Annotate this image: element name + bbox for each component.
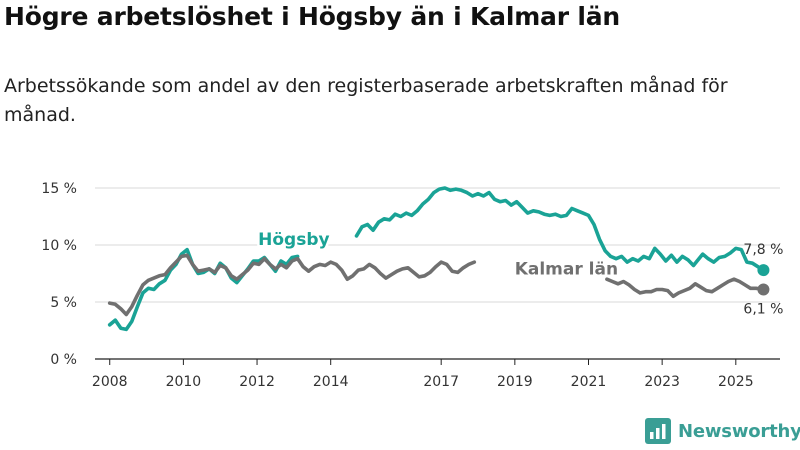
end-point-kalmar: [757, 283, 770, 296]
axis-layer: 0 % 5 % 10 % 15 % 2008 2010 2012 2014 2017 2019 20…: [41, 181, 780, 390]
series-line-kalmar: [605, 277, 766, 299]
chart-title: Högre arbetslöshet i Högsby än i Kalmar …: [4, 2, 620, 31]
x-tick-label: 2008: [92, 374, 128, 390]
grid-layer: [95, 187, 780, 303]
x-tick-label: 2017: [423, 374, 459, 390]
x-tick-label: 2014: [313, 374, 349, 390]
y-tick-label: 15 %: [41, 181, 77, 197]
series-label-kalmar: Kalmar län: [515, 260, 618, 280]
series-line-hogsby: [354, 186, 766, 272]
chart-subtitle: Arbetssökande som andel av den registerb…: [4, 75, 728, 126]
series-label-halo: Högsby: [258, 230, 329, 250]
series-layer: [107, 186, 770, 332]
y-tick-label: 0 %: [50, 352, 77, 368]
brand-name: Newsworthy: [678, 420, 800, 442]
x-tick-label: 2019: [497, 374, 533, 390]
end-value-label-kalmar: 6,1 %: [743, 301, 783, 317]
x-tick-label: 2010: [166, 374, 202, 390]
series-label-hogsby: Högsby: [258, 230, 329, 250]
x-tick-label: 2023: [644, 374, 680, 390]
y-tick-label: 10 %: [41, 238, 77, 254]
end-value-label-hogsby: 7,8 %: [743, 242, 783, 258]
newsworthy-icon: [645, 418, 671, 444]
y-tick-label: 5 %: [50, 295, 77, 311]
x-tick-label: 2025: [718, 374, 754, 390]
x-tick-label: 2021: [571, 374, 607, 390]
brand-logo: Newsworthy: [645, 418, 800, 444]
x-tick-label: 2012: [239, 374, 275, 390]
end-point-hogsby: [757, 264, 770, 277]
series-line-kalmar: [107, 253, 477, 317]
series-label-halo: Kalmar län: [515, 260, 618, 280]
